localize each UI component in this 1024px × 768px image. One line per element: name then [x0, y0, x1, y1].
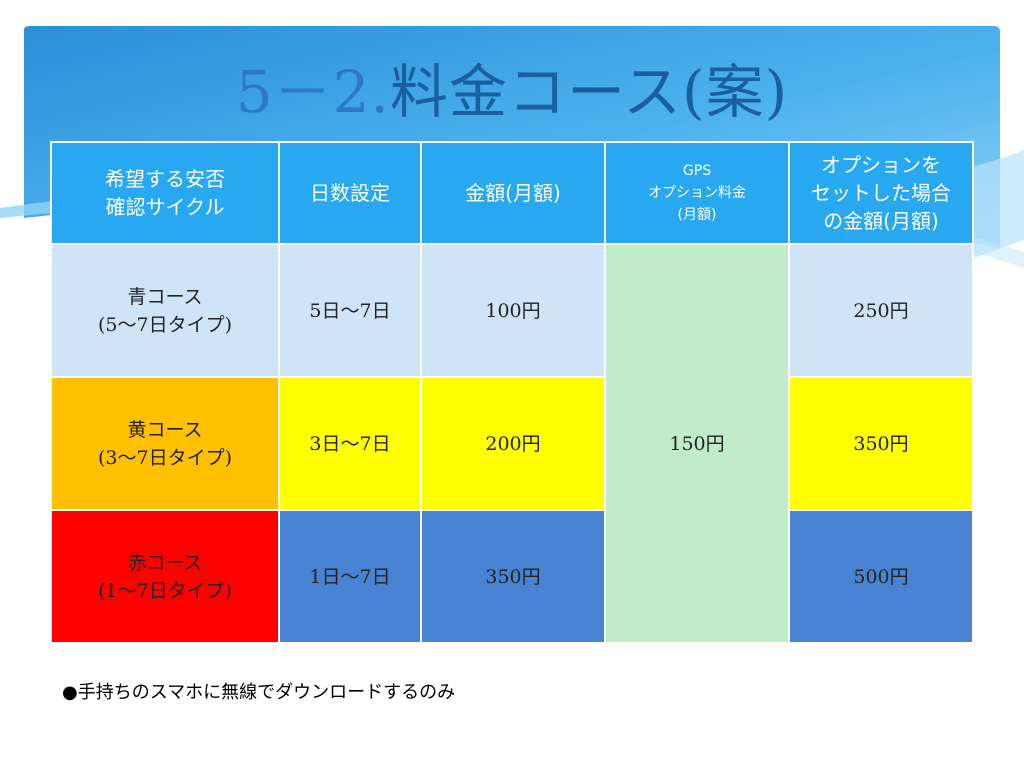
footnote: ●手持ちのスマホに無線でダウンロードするのみ — [62, 682, 456, 703]
title-text: 料金コース(案) — [389, 58, 789, 126]
total-cell: 500円 — [788, 509, 974, 644]
header-days: 日数設定 — [278, 141, 422, 245]
header-cycle: 希望する安否 確認サイクル — [50, 141, 280, 245]
fee-table: 希望する安否 確認サイクル 日数設定 金額(月額) GPS オプション料金 (月… — [50, 141, 974, 644]
table-row: 赤コース (1～7日タイプ) 1日～7日 350円 500円 — [50, 509, 974, 644]
gps-price-cell: 150円 — [604, 243, 790, 644]
header-total-with-option: オプションを セットした場合 の金額(月額) — [788, 141, 974, 245]
course-yellow: 黄コース (3～7日タイプ) — [50, 376, 280, 511]
slide-title: 5－2.料金コース(案) — [0, 56, 1024, 128]
price-cell: 100円 — [420, 243, 606, 378]
header-price: 金額(月額) — [420, 141, 606, 245]
total-cell: 350円 — [788, 376, 974, 511]
course-blue: 青コース (5～7日タイプ) — [50, 243, 280, 378]
header-gps-option: GPS オプション料金 (月額) — [604, 141, 790, 245]
header-row: 希望する安否 確認サイクル 日数設定 金額(月額) GPS オプション料金 (月… — [50, 141, 974, 245]
table-row: 青コース (5～7日タイプ) 5日～7日 100円 150円 250円 — [50, 243, 974, 644]
days-cell: 1日～7日 — [278, 509, 422, 644]
price-cell: 350円 — [420, 509, 606, 644]
total-cell: 250円 — [788, 243, 974, 378]
table-row: 黄コース (3～7日タイプ) 3日～7日 200円 350円 — [50, 376, 974, 511]
days-cell: 5日～7日 — [278, 243, 422, 378]
course-red: 赤コース (1～7日タイプ) — [50, 509, 280, 644]
days-cell: 3日～7日 — [278, 376, 422, 511]
title-number: 5－2. — [235, 58, 390, 126]
price-cell: 200円 — [420, 376, 606, 511]
